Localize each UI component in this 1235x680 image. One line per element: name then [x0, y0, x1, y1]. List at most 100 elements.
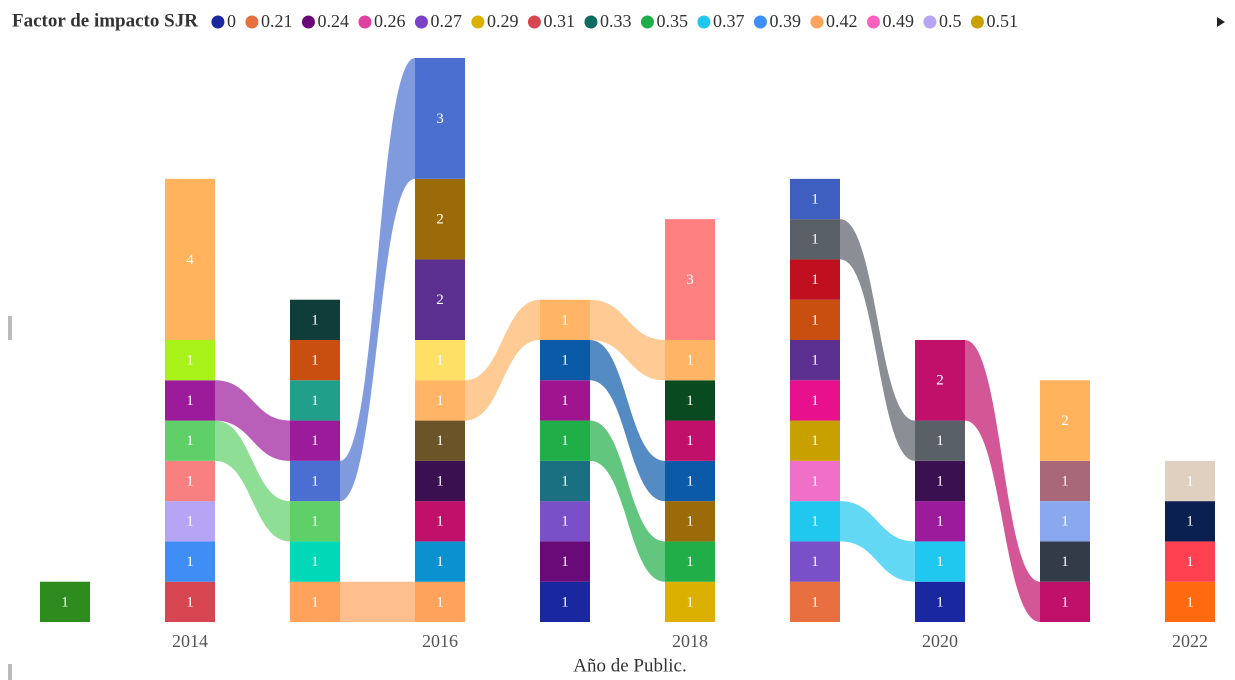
segment-label: 1	[811, 272, 819, 288]
legend-label: 0.24	[317, 11, 349, 31]
legend-label: 0.49	[882, 11, 914, 31]
segment	[915, 420, 965, 461]
segment-label: 1	[811, 514, 819, 530]
segment	[1165, 460, 1215, 502]
segment	[290, 501, 340, 542]
segment-label: 1	[1061, 514, 1069, 530]
segment-label: 1	[811, 554, 819, 570]
segment-label: 1	[811, 433, 819, 449]
legend-label: 0.39	[769, 11, 801, 31]
segment-label: 1	[686, 393, 694, 409]
segment	[790, 420, 840, 461]
ribbon	[590, 420, 665, 582]
segment	[165, 420, 215, 461]
segment	[290, 299, 340, 340]
segment	[165, 501, 215, 542]
x-tick-label: 2022	[1172, 631, 1208, 651]
segment	[415, 259, 465, 340]
segment-label: 1	[186, 514, 194, 530]
segment-label: 1	[811, 232, 819, 248]
legend-label: 0.33	[600, 11, 632, 31]
segment-label: 1	[436, 473, 444, 489]
segment-label: 1	[811, 191, 819, 207]
frame-corner	[8, 664, 12, 680]
segment	[915, 541, 965, 582]
segment	[415, 58, 465, 179]
legend-title: Factor de impacto SJR	[12, 10, 198, 31]
segment	[415, 581, 465, 622]
segment-label: 1	[436, 353, 444, 369]
segment-label: 1	[311, 514, 319, 530]
frame-handle	[8, 316, 12, 340]
segment-label: 2	[936, 373, 944, 389]
segment	[915, 460, 965, 502]
segment	[290, 460, 340, 502]
legend-label: 0.21	[261, 11, 293, 31]
segment	[665, 541, 715, 582]
segment	[415, 380, 465, 421]
segment-label: 1	[686, 473, 694, 489]
legend-swatch	[697, 15, 711, 29]
legend-swatch	[414, 15, 428, 29]
ribbon	[590, 299, 665, 381]
segment	[1040, 581, 1090, 622]
segment-label: 1	[186, 393, 194, 409]
segment-label: 1	[186, 353, 194, 369]
segment-label: 1	[436, 554, 444, 570]
segment-label: 1	[811, 353, 819, 369]
segment-label: 1	[1186, 594, 1194, 610]
segment-label: 2	[1061, 413, 1069, 429]
segment	[915, 501, 965, 542]
segment	[540, 380, 590, 421]
segment-label: 2	[436, 212, 444, 228]
segment	[665, 219, 715, 340]
segment-label: 1	[561, 514, 569, 530]
legend-label: 0.27	[430, 11, 462, 31]
segment-label: 1	[936, 554, 944, 570]
segment-label: 1	[311, 473, 319, 489]
ribbon	[965, 340, 1040, 622]
segment	[790, 219, 840, 260]
segment	[165, 460, 215, 502]
segment	[790, 541, 840, 582]
segment	[415, 178, 465, 260]
segment-label: 1	[811, 312, 819, 328]
segment-label: 1	[936, 433, 944, 449]
segment	[665, 581, 715, 622]
segment-label: 1	[311, 554, 319, 570]
segment	[1040, 460, 1090, 502]
segment-label: 1	[436, 514, 444, 530]
segment-label: 1	[311, 353, 319, 369]
legend-label: 0.42	[826, 11, 858, 31]
legend-label: 0.51	[986, 11, 1018, 31]
ribbon	[340, 58, 415, 502]
legend-label: 0.31	[543, 11, 575, 31]
segment-label: 1	[436, 393, 444, 409]
segment-label: 1	[561, 473, 569, 489]
segment	[540, 581, 590, 622]
segment	[1165, 581, 1215, 622]
segment-label: 1	[436, 433, 444, 449]
segment-label: 1	[811, 473, 819, 489]
segment-label: 4	[186, 252, 194, 268]
segment	[915, 340, 965, 421]
segment-label: 1	[311, 312, 319, 328]
segment-label: 1	[186, 554, 194, 570]
segment	[1040, 541, 1090, 582]
legend-swatch	[753, 15, 767, 29]
segment	[165, 340, 215, 381]
segment	[290, 380, 340, 421]
segment-label: 1	[561, 353, 569, 369]
segment-label: 1	[1061, 594, 1069, 610]
legend-label: 0	[227, 11, 236, 31]
ribbon	[465, 299, 540, 421]
segment-label: 1	[311, 393, 319, 409]
segment	[290, 581, 340, 622]
segment-label: 1	[936, 594, 944, 610]
segment-label: 1	[1061, 473, 1069, 489]
ribbon	[590, 340, 665, 502]
segment	[790, 581, 840, 622]
legend-more-arrow[interactable]	[1217, 17, 1225, 27]
segment-label: 1	[811, 393, 819, 409]
segment	[415, 501, 465, 542]
